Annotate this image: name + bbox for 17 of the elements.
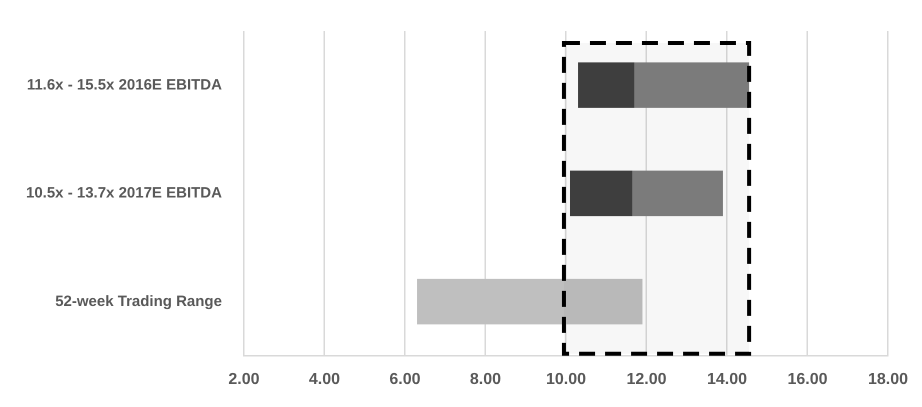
x-tick-label: 4.00 — [308, 370, 340, 388]
bar — [578, 62, 634, 108]
x-tick-label: 14.00 — [706, 370, 748, 388]
x-tick-label: 8.00 — [470, 370, 502, 388]
y-tick-label: 10.5x - 13.7x 2017E EBITDA — [26, 184, 222, 202]
bar — [634, 62, 750, 108]
y-tick-label: 52-week Trading Range — [55, 292, 222, 310]
bar — [570, 170, 632, 216]
x-tick-label: 12.00 — [626, 370, 667, 388]
x-tick-label: 18.00 — [868, 370, 908, 388]
x-tick-label: 10.00 — [546, 370, 586, 388]
y-tick-label: 11.6x - 15.5x 2016E EBITDA — [26, 76, 222, 94]
x-tick-label: 2.00 — [228, 370, 260, 388]
x-tick-label: 16.00 — [787, 370, 828, 388]
x-tick-label: 6.00 — [389, 370, 421, 388]
bar — [417, 278, 642, 324]
bar — [632, 170, 723, 216]
